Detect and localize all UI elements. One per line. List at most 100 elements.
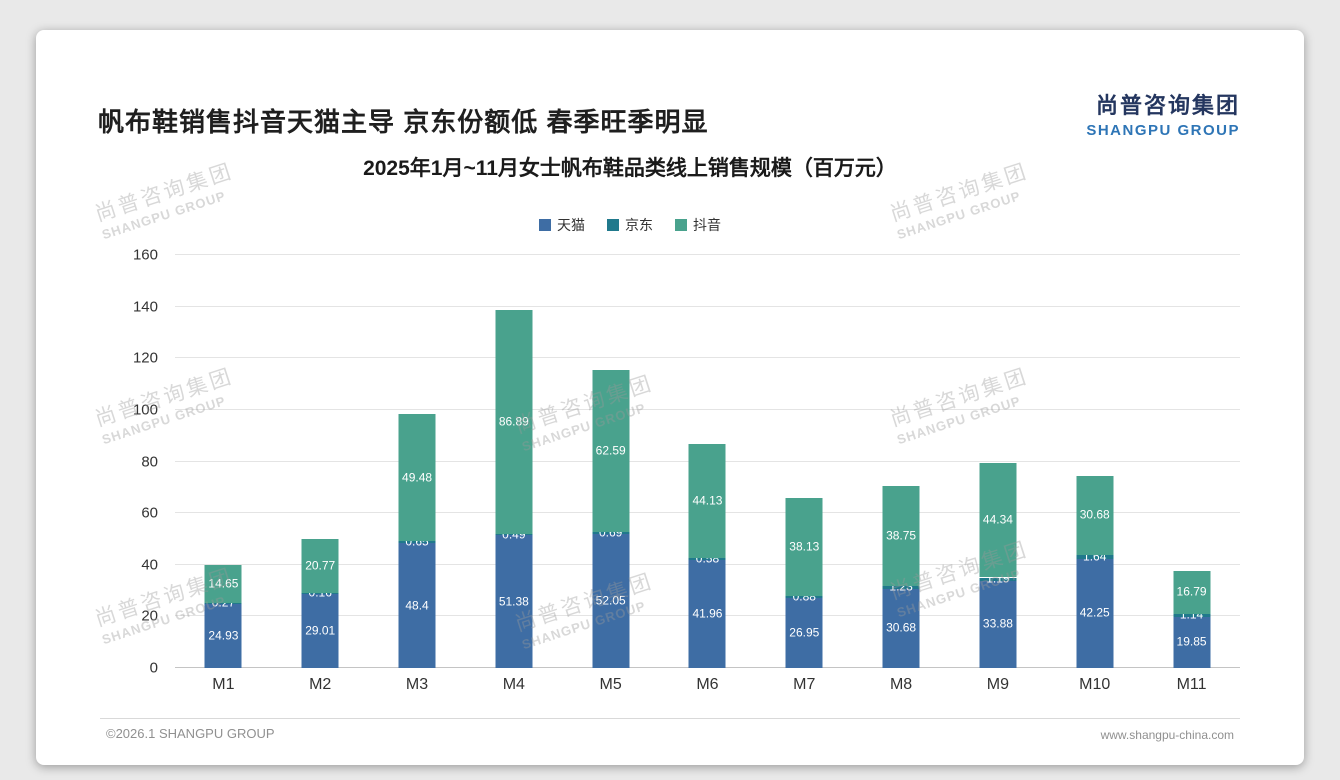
bar-value-label: 38.13 [789,539,820,554]
bar-slot: 33.88 1.19 44.34 [950,255,1047,668]
gridline [175,254,1240,255]
bar-segment-天猫 [301,593,339,668]
legend-swatch [539,219,551,231]
stacked-bar-M7: 26.95 0.88 38.13 [785,255,823,668]
bar-segment-天猫 [1076,558,1114,668]
y-tick-label: 120 [132,349,158,367]
bar-value-label: 14.65 [208,576,239,591]
stacked-bar-M5: 52.05 0.69 62.59 [592,255,630,668]
bar-segment-抖音 [398,413,436,542]
footer-copyright: ©2026.1 SHANGPU GROUP [106,726,275,741]
bar-value-label: 44.34 [982,512,1013,527]
bar-segment-抖音 [688,444,726,559]
x-category-label: M6 [696,676,719,693]
legend-swatch [607,219,619,231]
x-axis-labels: M1 M2 M3 M4 M5 M6 M7 M8 M9 M10 M11 [175,676,1240,694]
bar-slot: 41.96 0.58 44.13 [659,255,756,668]
stacked-bar-M2: 29.010.1620.77 [301,255,339,668]
bar-segment-京东 [785,596,823,599]
bar-value-label: 30.68 [1079,507,1110,522]
bar-slot: 26.95 0.88 38.13 [756,255,853,668]
y-tick-label: 80 [141,453,158,470]
bar-segment-京东 [688,558,726,560]
y-axis: 0 20 40 60 80 100 120 140 160 [96,247,166,677]
page-title: 帆布鞋销售抖音天猫主导 京东份额低 春季旺季明显 [98,107,709,137]
stacked-bar-M8: 30.68 1.23 38.75 [882,255,920,668]
bar-value-label: 44.13 [692,493,723,508]
bar-segment-抖音 [785,497,823,597]
bar-value-label: 42.25 [1079,605,1110,620]
bar-value-label: 52.05 [595,593,626,608]
y-tick-label: 160 [132,246,158,264]
logo-en-text: SHANGPU GROUP [1086,122,1240,139]
x-category-label: M3 [405,676,429,693]
bar-value-label: 24.93 [208,628,239,643]
bar-value-label: 16.79 [1176,584,1207,599]
stacked-bar-M1: 24.930.2714.65 [204,255,242,668]
bar-segment-京东 [882,585,920,589]
slide-card: 帆布鞋销售抖音天猫主导 京东份额低 春季旺季明显 尚普咨询集团 SHANGPU … [36,30,1304,765]
bar-slot: 30.68 1.23 38.75 [853,255,950,668]
bar-segment-天猫 [1173,616,1211,668]
bar-segment-天猫 [979,580,1017,668]
y-tick-label: 20 [141,607,158,625]
bar-value-label: 30.68 [886,620,917,635]
x-category-label: M10 [1079,676,1111,693]
stacked-bar-M11: 19.85 1.14 16.79 [1173,255,1211,668]
y-tick-label: 100 [132,401,158,419]
bar-segment-天猫 [592,533,630,668]
bar-slot: 19.85 1.14 16.79 [1143,255,1240,668]
gridline [175,357,1240,359]
footer-website: www.shangpu-china.com [1100,728,1234,742]
bar-value-label: 33.88 [982,616,1013,631]
stacked-bar-M10: 42.25 1.64 30.68 [1076,255,1114,668]
legend-item-京东: 京东 [607,215,653,235]
bar-slot: 52.05 0.69 62.59 [562,255,659,668]
bar-segment-天猫 [398,543,436,668]
stacked-bar-M9: 33.88 1.19 44.34 [979,255,1017,668]
bars-container: 24.930.2714.65 29.010.1620.77 48.40.6549.4… [175,255,1240,668]
bar-segment-天猫 [882,588,920,668]
bar-segment-抖音 [301,539,339,593]
bar-value-label: 19.85 [1176,634,1207,649]
x-category-label: M4 [502,676,525,693]
stacked-bar-M4: 51.38 0.49 86.89 [495,255,533,668]
bar-segment-京东 [204,602,242,604]
logo-cn-text: 尚普咨询集团 [1095,93,1240,118]
bar-segment-抖音 [1173,570,1211,614]
stacked-bar-M6: 41.96 0.58 44.13 [688,255,726,668]
x-category-label: M11 [1176,676,1207,693]
bar-value-label: 29.01 [305,623,336,638]
bar-segment-京东 [398,541,436,544]
bar-segment-京东 [592,531,630,534]
plot-area: 24.930.2714.65 29.010.1620.77 48.40.6549.4… [175,254,1240,668]
gridline [175,408,1240,410]
legend-item-抖音: 抖音 [675,215,721,235]
bar-segment-抖音 [495,309,533,535]
bar-segment-京东 [495,534,533,536]
legend-item-天猫: 天猫 [539,215,585,235]
bar-segment-天猫 [785,598,823,668]
bar-value-label: 41.96 [692,606,723,621]
bar-value-label: 38.75 [886,528,917,543]
chart-legend: 天猫 京东 抖音 [36,215,1224,235]
legend-swatch [675,219,687,231]
bar-slot: 24.930.2714.65 [175,255,272,668]
bar-slot: 29.010.1620.77 [272,255,369,668]
bar-segment-抖音 [592,370,630,532]
bar-segment-天猫 [495,535,533,668]
bar-segment-抖音 [1076,475,1114,555]
bar-value-label: 86.89 [498,414,529,429]
bar-value-label: 49.48 [402,470,433,485]
bar-segment-抖音 [204,565,242,603]
stacked-bar-M3: 48.4 0.65 49.48 [398,255,436,668]
bar-segment-京东 [1076,554,1114,559]
gridline [175,305,1240,307]
y-tick-label: 40 [141,556,158,574]
bar-segment-天猫 [204,603,242,668]
bar-segment-天猫 [688,559,726,668]
y-tick-label: 0 [149,659,158,677]
bar-slot: 42.25 1.64 30.68 [1046,255,1143,668]
legend-label: 天猫 [557,217,585,233]
bar-segment-抖音 [979,463,1017,578]
